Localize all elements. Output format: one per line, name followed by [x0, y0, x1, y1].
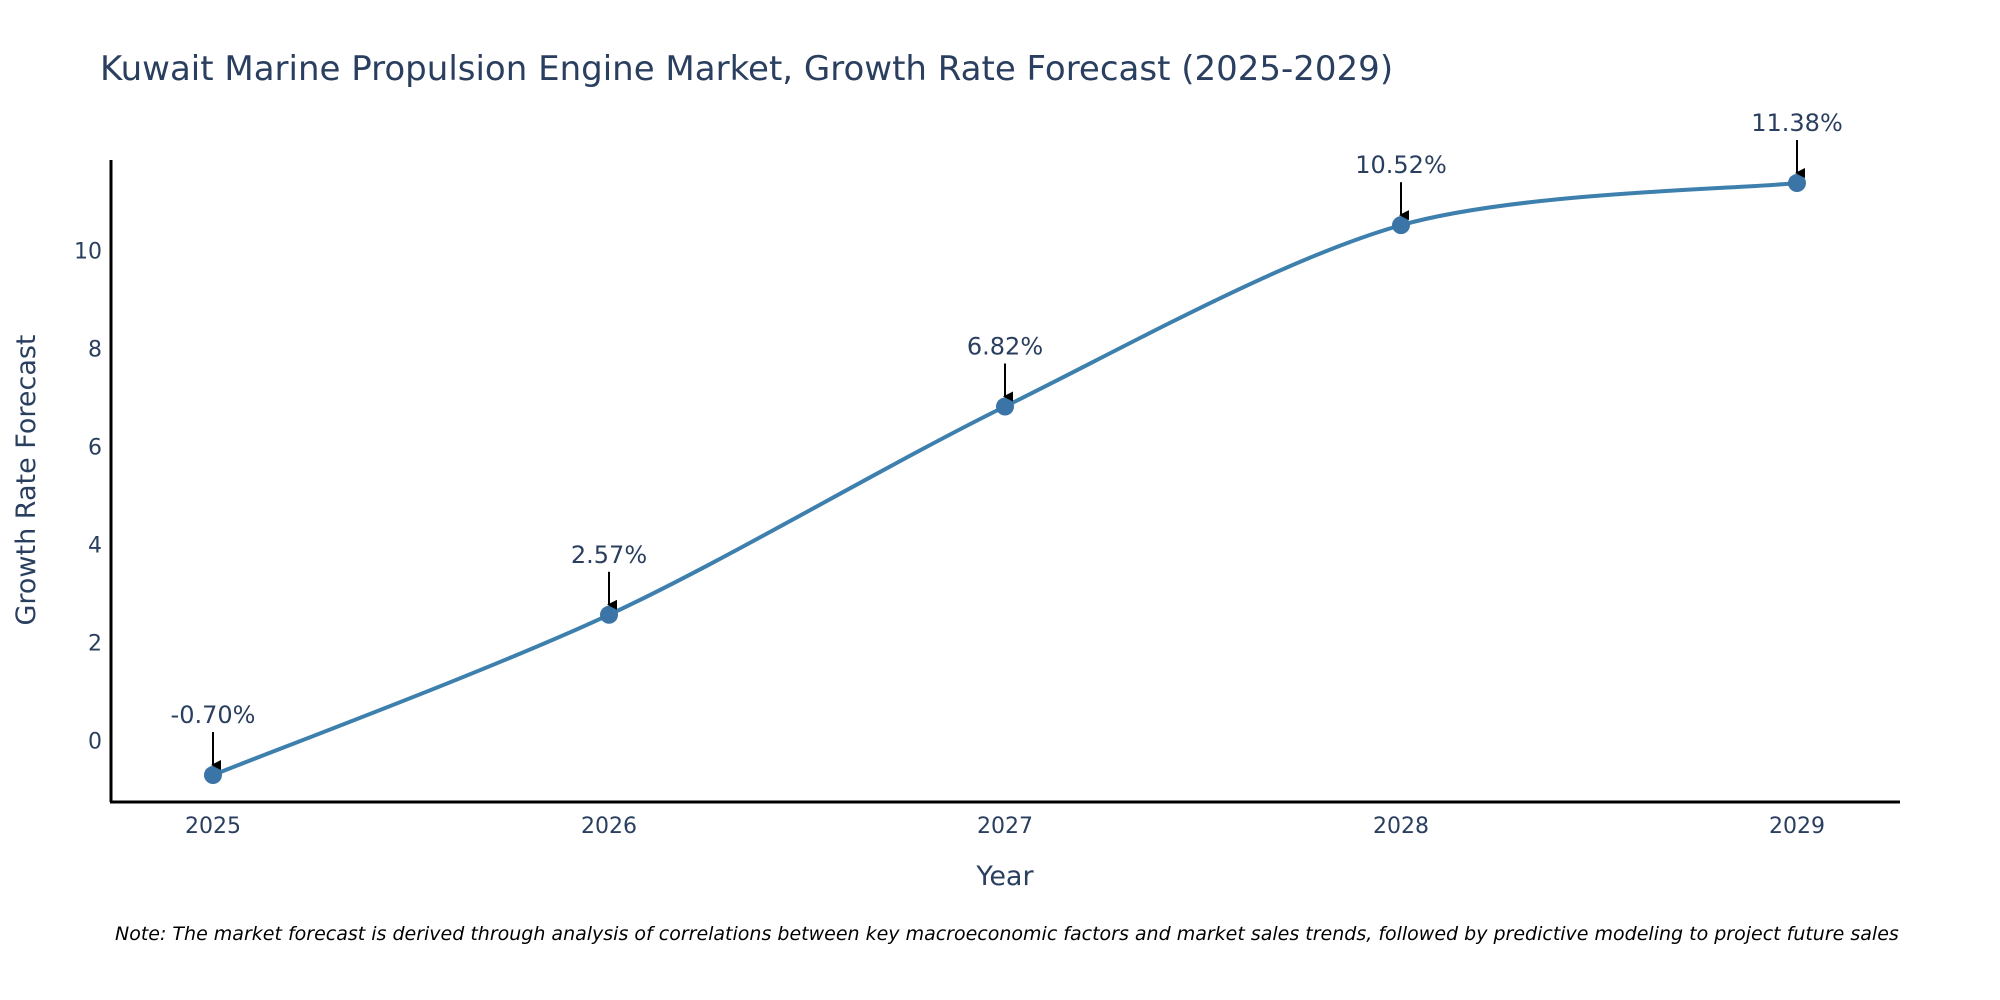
data-points: [204, 174, 1806, 785]
y-tick-label: 6: [88, 436, 102, 461]
x-tick-label: 2027: [977, 814, 1033, 839]
data-label: 11.38%: [1751, 109, 1843, 137]
y-tick-label: 0: [88, 730, 102, 755]
y-tick-label: 2: [88, 632, 102, 657]
data-labels: -0.70% 2.57% 6.82% 10.52% 11.38%: [171, 109, 1843, 771]
y-axis-title: Growth Rate Forecast: [11, 334, 42, 625]
data-label: 2.57%: [571, 541, 647, 569]
y-tick-label: 8: [88, 338, 102, 363]
data-point: [600, 605, 618, 624]
series-line: [212, 181, 1798, 777]
x-axis-title: Year: [975, 861, 1034, 892]
x-tick-label: 2025: [185, 814, 241, 839]
y-tick-label: 10: [74, 240, 102, 265]
y-axis-ticks: 0 2 4 6 8 10: [74, 240, 102, 755]
data-label: -0.70%: [171, 701, 256, 729]
footnote: Note: The market forecast is derived thr…: [115, 923, 1899, 945]
x-tick-label: 2028: [1373, 814, 1429, 839]
data-point: [1392, 216, 1410, 235]
chart-title: Kuwait Marine Propulsion Engine Market, …: [100, 49, 1393, 89]
x-tick-label: 2026: [581, 814, 637, 839]
data-point: [996, 397, 1014, 416]
data-point: [1788, 174, 1806, 193]
y-tick-label: 4: [88, 534, 102, 559]
x-axis-ticks: 2025 2026 2027 2028 2029: [185, 814, 1825, 839]
data-point: [204, 766, 222, 785]
x-tick-label: 2029: [1769, 814, 1825, 839]
data-label: 6.82%: [967, 333, 1043, 361]
data-label: 10.52%: [1355, 151, 1447, 179]
